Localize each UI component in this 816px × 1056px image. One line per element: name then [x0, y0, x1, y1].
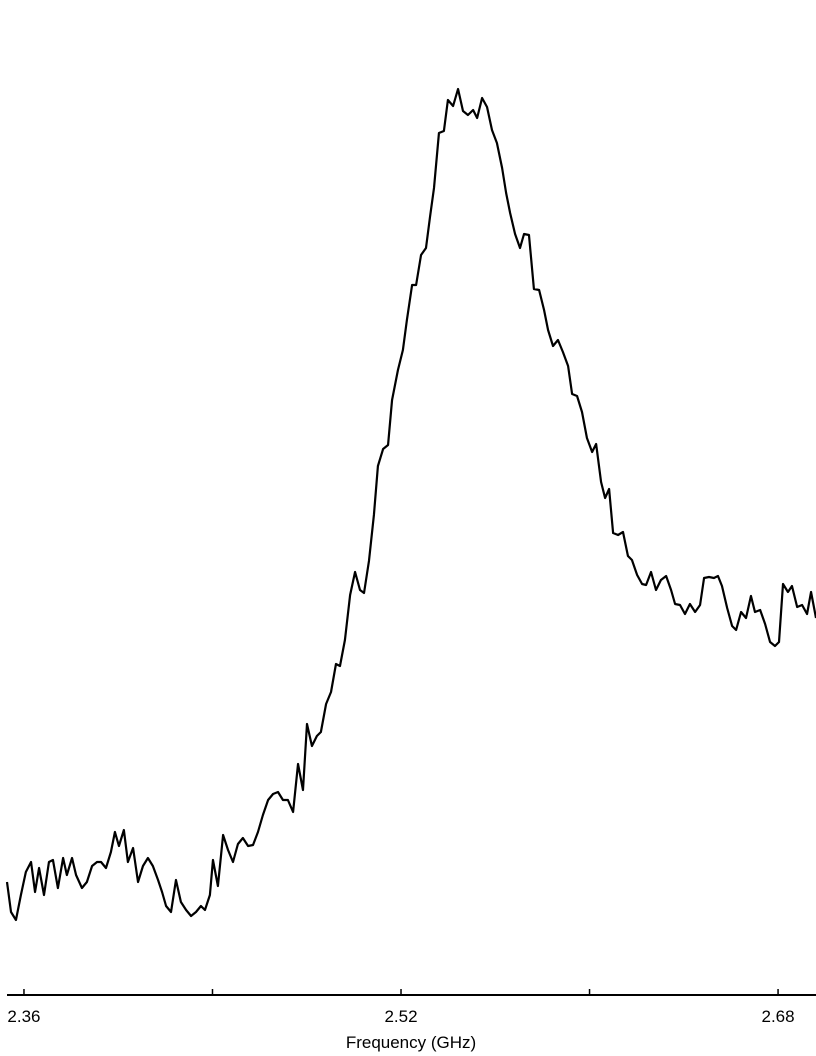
x-tick-label: 2.68: [762, 1007, 795, 1026]
data-line: [5, 87, 816, 922]
x-tick-label: 2.36: [7, 1007, 40, 1026]
x-axis-label: Frequency (GHz): [346, 1033, 476, 1052]
x-tick-label: 2.52: [384, 1007, 417, 1026]
